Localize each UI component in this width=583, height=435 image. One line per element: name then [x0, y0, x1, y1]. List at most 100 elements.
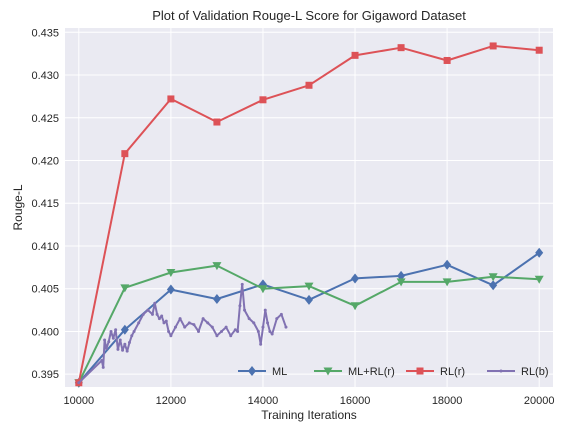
- data-point: [263, 308, 267, 312]
- data-point: [111, 336, 115, 340]
- data-point: [442, 278, 452, 287]
- data-point: [258, 285, 268, 294]
- data-point: [247, 317, 251, 321]
- data-point: [535, 247, 544, 258]
- data-point: [275, 317, 279, 321]
- data-point: [197, 329, 201, 333]
- x-tick-label: 10000: [64, 395, 95, 407]
- x-tick-label: 18000: [432, 395, 463, 407]
- data-point: [266, 321, 270, 325]
- data-point: [396, 278, 406, 287]
- data-point: [127, 341, 131, 345]
- legend: ML ML+RL(r) RL(r) RL(b): [238, 366, 549, 378]
- data-point: [121, 348, 125, 352]
- y-tick-label: 0.430: [31, 70, 59, 82]
- data-point: [270, 332, 274, 336]
- data-point: [178, 317, 182, 321]
- data-point: [116, 347, 120, 351]
- data-point: [130, 334, 134, 338]
- y-tick-label: 0.420: [31, 155, 59, 167]
- chart-title: Plot of Validation Rouge-L Score for Gig…: [152, 8, 466, 23]
- data-point: [268, 329, 272, 333]
- data-point: [206, 321, 210, 325]
- series-rl-b-: [77, 282, 288, 385]
- data-point: [187, 321, 191, 325]
- data-point: [166, 284, 175, 295]
- data-point: [323, 367, 333, 376]
- data-point: [416, 367, 424, 375]
- y-axis-ticks: 0.395 0.400 0.405 0.410 0.415 0.420 0.425 0.430…: [31, 27, 59, 381]
- data-point: [238, 304, 242, 308]
- data-point: [107, 340, 111, 344]
- data-point: [224, 325, 228, 329]
- y-tick-label: 0.415: [31, 198, 59, 210]
- data-point: [259, 96, 267, 104]
- data-point: [248, 366, 256, 376]
- legend-item: RL(r): [406, 366, 465, 378]
- data-point: [261, 325, 265, 329]
- data-point: [215, 334, 219, 338]
- y-axis-label: Rouge-L: [11, 184, 25, 230]
- data-point: [169, 334, 173, 338]
- data-point: [305, 81, 313, 89]
- data-point: [443, 259, 452, 270]
- data-point: [210, 325, 214, 329]
- data-point: [166, 268, 176, 277]
- data-point: [118, 338, 122, 342]
- x-tick-label: 20000: [524, 395, 555, 407]
- data-point: [183, 325, 187, 329]
- y-tick-label: 0.405: [31, 284, 59, 296]
- y-tick-label: 0.400: [31, 326, 59, 338]
- data-point: [443, 56, 451, 64]
- data-point: [279, 312, 283, 316]
- y-tick-label: 0.425: [31, 113, 59, 125]
- x-tick-label: 14000: [248, 395, 279, 407]
- x-tick-label: 12000: [156, 395, 187, 407]
- y-tick-label: 0.410: [31, 241, 59, 253]
- data-point: [103, 338, 107, 342]
- grid: [65, 28, 553, 387]
- data-point: [305, 294, 313, 305]
- data-point: [213, 118, 221, 126]
- legend-item: RL(b): [487, 366, 549, 378]
- data-point: [489, 42, 497, 50]
- data-point: [284, 325, 288, 329]
- data-point: [304, 282, 314, 291]
- series-lines: [74, 42, 544, 388]
- data-point: [256, 329, 260, 333]
- data-point: [104, 347, 108, 351]
- data-point: [114, 328, 118, 332]
- data-point: [252, 321, 256, 325]
- legend-label: RL(b): [521, 366, 549, 378]
- data-point: [499, 369, 503, 373]
- data-point: [259, 342, 263, 346]
- x-tick-label: 16000: [340, 395, 371, 407]
- data-point: [146, 308, 150, 312]
- legend-label: RL(r): [440, 366, 465, 378]
- data-point: [109, 329, 113, 333]
- data-point: [164, 319, 168, 323]
- legend-item: ML: [238, 366, 287, 378]
- data-point: [397, 44, 405, 52]
- legend-label: ML+RL(r): [348, 366, 395, 378]
- data-point: [77, 381, 81, 385]
- data-point: [350, 302, 360, 311]
- data-point: [212, 293, 221, 304]
- data-point: [155, 312, 159, 316]
- data-point: [167, 95, 175, 103]
- data-point: [167, 329, 171, 333]
- data-point: [173, 325, 177, 329]
- data-point: [160, 314, 164, 318]
- data-point: [201, 317, 205, 321]
- data-point: [489, 280, 498, 291]
- data-point: [157, 317, 161, 321]
- data-point: [192, 323, 196, 327]
- data-point: [121, 150, 129, 158]
- data-point: [162, 321, 166, 325]
- data-point: [101, 365, 105, 369]
- data-point: [535, 46, 543, 54]
- data-point: [137, 321, 141, 325]
- data-point: [153, 301, 157, 305]
